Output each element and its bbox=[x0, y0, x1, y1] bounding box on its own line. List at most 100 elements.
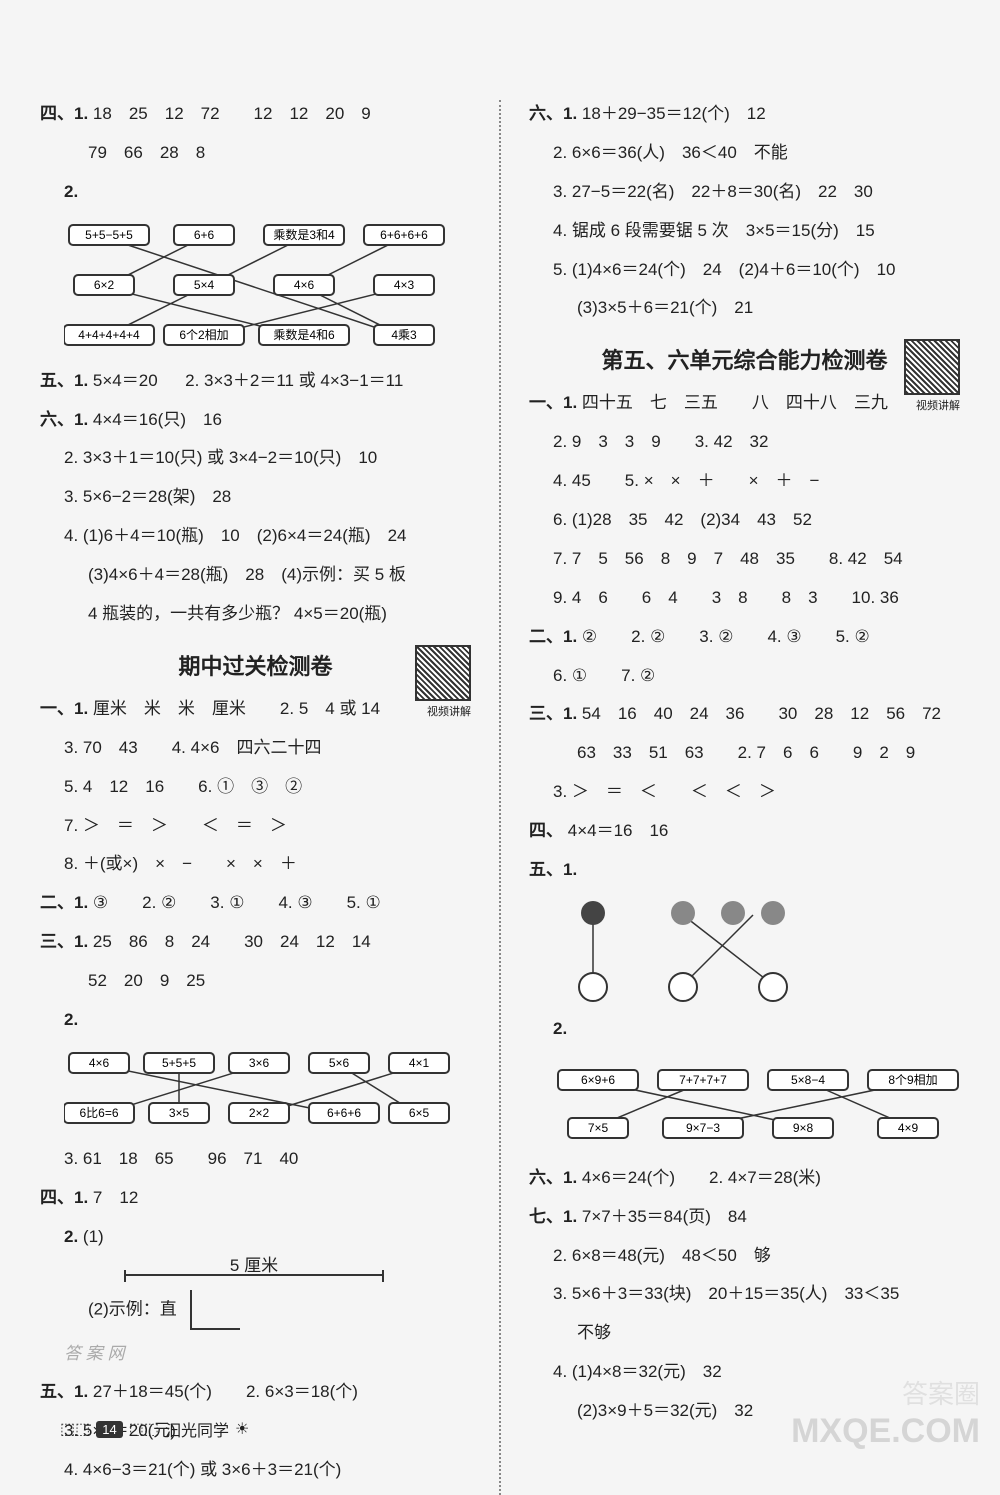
l-wu2-1: 五、1. 27＋18＝45(个) 2. 6×3＝18(个) bbox=[40, 1378, 471, 1407]
r-san-1: 三、1. 54 16 40 24 36 30 28 12 56 72 bbox=[529, 700, 960, 729]
l-liu-l6: 4 瓶装的，一共有多少瓶？ 4×5＝20(瓶) bbox=[40, 600, 471, 629]
match-diagram-4: 6×9+6 7+7+7+7 5×8−4 8个9相加 7×5 9×7−3 9×8 … bbox=[553, 1054, 963, 1154]
l-liu-1: 六、1. 4×4＝16(只) 16 bbox=[40, 406, 471, 435]
footer-brand: 汩光同学 bbox=[165, 1417, 229, 1441]
svg-text:5×4: 5×4 bbox=[194, 278, 215, 292]
l-si-n2-label: 2. bbox=[64, 182, 78, 201]
l-liu-l4: 4. (1)6＋4＝10(瓶) 10 (2)6×4＝24(瓶) 24 bbox=[40, 522, 471, 551]
l-san-label: 三、1. bbox=[40, 932, 88, 951]
r-liu-l4: 4. 锯成 6 段需要锯 5 次 3×5＝15(分) 15 bbox=[529, 217, 960, 246]
r-liu-l5: 5. (1)4×6＝24(个) 24 (2)4＋6＝10(个) 10 bbox=[529, 256, 960, 285]
l-wu: 五、1. 5×4＝20 2. 3×3＋2＝11 或 4×3−1＝11 bbox=[40, 367, 471, 396]
l-yi-1: 一、1. 厘米 米 米 厘米 2. 5 4 或 14 bbox=[40, 695, 471, 724]
page-number: 14 bbox=[96, 1421, 122, 1438]
r-qi-l2: 2. 6×8＝48(元) 48＜50 够 bbox=[529, 1242, 960, 1271]
l-er-l1: ③ 2. ② 3. ① 4. ③ 5. ① bbox=[93, 893, 381, 912]
l-si2-2-1: (1) bbox=[83, 1227, 104, 1246]
r-liu-l6: (3)3×5＋6＝21(个) 21 bbox=[529, 294, 960, 323]
l-wu-l1b: 2. 3×3＋2＝11 或 4×3−1＝11 bbox=[185, 371, 403, 390]
watermark-text-2: MXQE.COM bbox=[791, 1412, 980, 1451]
r-liu2: 六、1. 4×6＝24(个) 2. 4×7＝28(米) bbox=[529, 1164, 960, 1193]
svg-text:6+6: 6+6 bbox=[194, 228, 215, 242]
right-column: 六、1. 18＋29−35＝12(个) 12 2. 6×6＝36(人) 36＜4… bbox=[529, 100, 960, 1495]
qr-label: 视频讲解 bbox=[916, 397, 960, 413]
svg-text:4×1: 4×1 bbox=[409, 1056, 430, 1070]
r-liu2-l1: 4×6＝24(个) 2. 4×7＝28(米) bbox=[582, 1168, 821, 1187]
l-si-1: 四、1. 18 25 12 72 12 12 20 9 bbox=[40, 100, 471, 129]
r-wu-1: 五、1. bbox=[529, 856, 960, 885]
r-wu-label: 五、1. bbox=[529, 860, 577, 879]
match-diagram-3 bbox=[553, 895, 813, 1005]
column-divider bbox=[499, 100, 501, 1495]
r-er-1: 二、1. ② 2. ② 3. ② 4. ③ 5. ② bbox=[529, 623, 960, 652]
r-qi-label: 七、1. bbox=[529, 1207, 577, 1226]
svg-text:4+4+4+4+4: 4+4+4+4+4 bbox=[78, 328, 140, 342]
r-wu-n2: 2. bbox=[529, 1015, 960, 1044]
r-er-l2: 6. ① 7. ② bbox=[529, 662, 960, 691]
r-qi-l3: 3. 5×6＋3＝33(块) 20＋15＝35(人) 33＜35 bbox=[529, 1280, 960, 1309]
svg-text:8个9相加: 8个9相加 bbox=[888, 1073, 937, 1087]
r-yi-l1: 四十五 七 三五 八 四十八 三九 bbox=[582, 393, 888, 412]
l-wu-label: 五、1. bbox=[40, 371, 88, 390]
mid-title: 期中过关检测卷 视频讲解 bbox=[40, 649, 471, 681]
l-si2-2: 2. (1) 5 厘米 bbox=[40, 1223, 471, 1276]
svg-text:4×3: 4×3 bbox=[394, 278, 415, 292]
svg-text:6×2: 6×2 bbox=[94, 278, 115, 292]
r-title: 第五、六单元综合能力检测卷 视频讲解 bbox=[529, 343, 960, 375]
svg-text:6+6+6: 6+6+6 bbox=[327, 1106, 361, 1120]
r-er-l1: ② 2. ② 3. ② 4. ③ 5. ② bbox=[582, 627, 870, 646]
r-qi-l3b: 不够 bbox=[529, 1319, 960, 1348]
svg-text:6×5: 6×5 bbox=[409, 1106, 430, 1120]
svg-text:4×6: 4×6 bbox=[294, 278, 315, 292]
l-er-label: 二、1. bbox=[40, 893, 88, 912]
svg-text:乘数是3和4: 乘数是3和4 bbox=[273, 227, 335, 242]
l-si-l2: 79 66 28 8 bbox=[40, 139, 471, 168]
r-liu2-label: 六、1. bbox=[529, 1168, 577, 1187]
l-si-l1: 18 25 12 72 12 12 20 9 bbox=[93, 104, 371, 123]
page-footer: ⬚⬚ 14 ⬚⬚ 汩光同学 ☀ bbox=[60, 1417, 249, 1441]
footer-deco-right: ⬚⬚ bbox=[129, 1419, 159, 1439]
r-qi-1: 七、1. 7×7＋35＝84(页) 84 bbox=[529, 1203, 960, 1232]
svg-text:7+7+7+7: 7+7+7+7 bbox=[679, 1073, 727, 1087]
footer-deco-left: ⬚⬚ bbox=[60, 1419, 90, 1439]
l-yi-l7: 7. ＞ ＝ ＞ ＜ ＝ ＞ bbox=[40, 812, 471, 841]
qr-label: 视频讲解 bbox=[427, 703, 471, 719]
r-yi-l9: 9. 4 6 6 4 3 8 8 3 10. 36 bbox=[553, 588, 899, 607]
r-yi-l4: 4. 45 5. × × ＋ × ＋ − bbox=[529, 467, 960, 496]
match-diagram-2: 4×6 5+5+5 3×6 5×6 4×1 6比6=6 3×5 2×2 6+6+… bbox=[64, 1045, 454, 1135]
svg-text:5+5−5+5: 5+5−5+5 bbox=[85, 228, 133, 242]
r-san-label: 三、1. bbox=[529, 704, 577, 723]
l-yi-l1: 厘米 米 米 厘米 2. 5 4 或 14 bbox=[93, 699, 380, 718]
svg-text:4×9: 4×9 bbox=[898, 1121, 919, 1135]
l-liu-label: 六、1. bbox=[40, 410, 88, 429]
l-liu-l3: 3. 5×6−2＝28(架) 28 bbox=[40, 483, 471, 512]
r-san-l2: 63 33 51 63 2. 7 6 6 9 2 9 bbox=[529, 739, 960, 768]
r-si: 四、 4×4＝16 16 bbox=[529, 817, 960, 846]
ruler-label: 5 厘米 bbox=[230, 1252, 278, 1281]
l-si2-2-2: (2)示例：直 bbox=[88, 1299, 177, 1318]
r-title-text: 第五、六单元综合能力检测卷 bbox=[601, 348, 887, 373]
l-san-l3: 3. 61 18 65 96 71 40 bbox=[40, 1145, 471, 1174]
left-column: 四、1. 18 25 12 72 12 12 20 9 79 66 28 8 2… bbox=[40, 100, 471, 1495]
l-san-n2: 2. bbox=[40, 1006, 471, 1035]
r-san-l3: 3. ＞ ＝ ＜ ＜ ＜ ＞ bbox=[529, 778, 960, 807]
page-columns: 四、1. 18 25 12 72 12 12 20 9 79 66 28 8 2… bbox=[40, 100, 960, 1495]
r-yi-l9row: 9. 4 6 6 4 3 8 8 3 10. 36 bbox=[529, 584, 960, 613]
l-wu2-l1: 27＋18＝45(个) 2. 6×3＝18(个) bbox=[93, 1382, 358, 1401]
l-si2-l1: 7 12 bbox=[93, 1188, 138, 1207]
r-qi-l1: 7×7＋35＝84(页) 84 bbox=[582, 1207, 747, 1226]
l-er: 二、1. ③ 2. ② 3. ① 4. ③ 5. ① bbox=[40, 889, 471, 918]
angle-icon bbox=[190, 1290, 240, 1330]
l-si2-2-label: 2. bbox=[64, 1227, 78, 1246]
svg-text:3×5: 3×5 bbox=[169, 1106, 190, 1120]
l-liu-l2: 2. 3×3＋1＝10(只) 或 3×4−2＝10(只) 10 bbox=[40, 444, 471, 473]
l-liu-l1: 4×4＝16(只) 16 bbox=[93, 410, 222, 429]
ruler-5cm: 5 厘米 bbox=[124, 1274, 384, 1276]
r-san-l1: 54 16 40 24 36 30 28 12 56 72 bbox=[582, 704, 941, 723]
l-wu2-label: 五、1. bbox=[40, 1382, 88, 1401]
l-yi-l5: 5. 4 12 16 6. ① ③ ② bbox=[40, 773, 471, 802]
r-wu-n2-label: 2. bbox=[553, 1019, 567, 1038]
r-qi-l4: 4. (1)4×8＝32(元) 32 bbox=[529, 1358, 960, 1387]
svg-text:乘数是4和6: 乘数是4和6 bbox=[273, 327, 335, 342]
r-er-label: 二、1. bbox=[529, 627, 577, 646]
